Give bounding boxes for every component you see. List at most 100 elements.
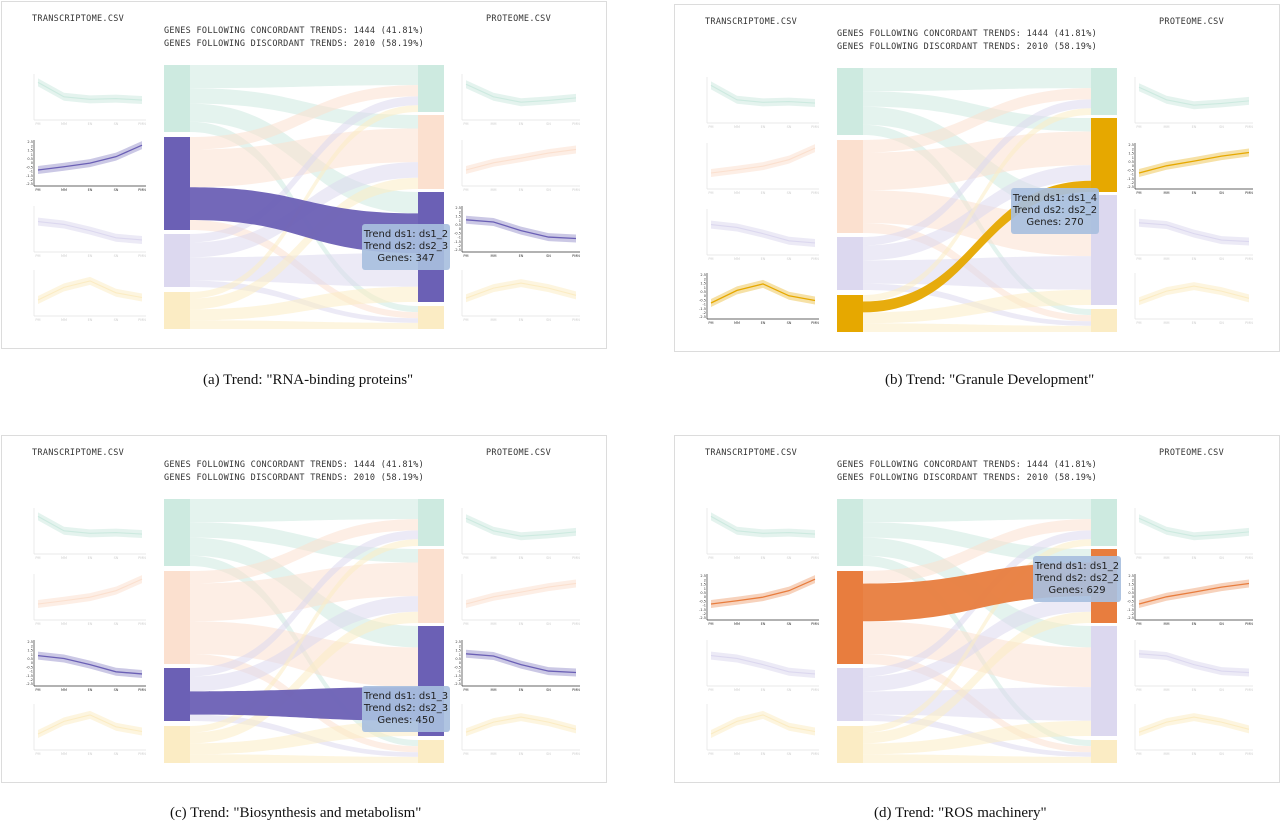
- x-tick-label: PM: [1136, 752, 1141, 756]
- x-tick-label: SN: [1219, 752, 1224, 756]
- sankey-link[interactable]: [863, 190, 1091, 257]
- left-node[interactable]: [164, 668, 190, 721]
- y-tick-label: -1: [30, 170, 34, 174]
- sankey-link[interactable]: [863, 720, 1091, 755]
- sankey-link[interactable]: [863, 289, 1091, 324]
- right-node[interactable]: [418, 306, 444, 329]
- right-node[interactable]: [1091, 68, 1117, 115]
- sankey-link[interactable]: [190, 621, 418, 688]
- sankey-link[interactable]: [190, 128, 418, 188]
- left-node[interactable]: [837, 499, 863, 566]
- y-tick-label: 0.5: [700, 591, 706, 595]
- right-node[interactable]: [1091, 499, 1117, 546]
- right-node[interactable]: [418, 549, 444, 623]
- y-tick-label: 2: [704, 578, 706, 582]
- right-node[interactable]: [1091, 740, 1117, 763]
- x-tick-label: PMN: [1245, 688, 1253, 692]
- y-tick-label: 1: [1132, 156, 1134, 160]
- sankey-link[interactable]: [190, 177, 418, 310]
- highlighted-link[interactable]: [190, 687, 418, 721]
- sankey-link[interactable]: [190, 754, 418, 763]
- sankey-link[interactable]: [863, 256, 1091, 290]
- sankey-link[interactable]: [863, 323, 1091, 332]
- right-node[interactable]: [418, 499, 444, 546]
- y-tick-label: 2.5: [700, 574, 706, 578]
- left-node[interactable]: [837, 571, 863, 664]
- left-node[interactable]: [837, 726, 863, 763]
- sankey-link[interactable]: [863, 539, 1091, 733]
- sankey-link[interactable]: [863, 519, 1091, 584]
- right-node[interactable]: [418, 115, 444, 189]
- left-node[interactable]: [164, 234, 190, 287]
- sankey-link[interactable]: [863, 499, 1091, 523]
- sankey-link[interactable]: [863, 596, 1091, 692]
- sankey-link[interactable]: [190, 596, 418, 692]
- left-node[interactable]: [164, 137, 190, 230]
- sankey-link[interactable]: [190, 720, 418, 755]
- x-tick-label: EN: [88, 622, 93, 626]
- left-node[interactable]: [837, 140, 863, 233]
- sankey-link[interactable]: [190, 562, 418, 622]
- highlighted-link[interactable]: [863, 180, 1091, 313]
- sankey-link[interactable]: [863, 687, 1091, 721]
- sankey-link[interactable]: [863, 611, 1091, 744]
- x-tick-label: PM: [708, 752, 713, 756]
- sankey-link[interactable]: [190, 85, 418, 150]
- tooltip-line: Trend ds1: ds1_2: [363, 229, 448, 240]
- sankey-link[interactable]: [863, 88, 1091, 153]
- sankey-link[interactable]: [190, 539, 418, 733]
- y-tick-label: 1.5: [1128, 583, 1134, 587]
- left-node[interactable]: [164, 292, 190, 329]
- highlighted-link[interactable]: [190, 187, 418, 254]
- left-node[interactable]: [837, 295, 863, 332]
- sankey-link[interactable]: [190, 65, 418, 89]
- left-node[interactable]: [837, 68, 863, 135]
- right-trend-chart: PM MM EN SN PMN: [461, 704, 580, 756]
- right-node[interactable]: [1091, 309, 1117, 332]
- trend-line: [465, 653, 577, 674]
- right-node[interactable]: [418, 65, 444, 112]
- right-trend-chart: 2.521.510.50-0.5-1-1.5-2-2.5PM MM EN SN PMN: [1127, 574, 1253, 626]
- x-tick-label: PMN: [572, 122, 580, 126]
- left-node[interactable]: [837, 237, 863, 290]
- sankey-link[interactable]: [863, 754, 1091, 763]
- tooltip-box: [1033, 556, 1121, 602]
- left-node[interactable]: [164, 571, 190, 664]
- x-tick-label: SN: [787, 321, 792, 325]
- sankey-link[interactable]: [190, 499, 418, 523]
- trend-band: [1139, 218, 1249, 246]
- x-tick-label: SN: [114, 188, 119, 192]
- sankey-link[interactable]: [863, 621, 1091, 688]
- left-node[interactable]: [164, 65, 190, 132]
- sankey-link[interactable]: [190, 519, 418, 584]
- sankey-link[interactable]: [863, 131, 1091, 191]
- sankey-link[interactable]: [863, 99, 1091, 246]
- sankey-link[interactable]: [190, 320, 418, 329]
- y-tick-label: 0: [1132, 595, 1134, 599]
- x-tick-label: PMN: [572, 556, 580, 560]
- right-node[interactable]: [1091, 626, 1117, 736]
- right-node[interactable]: [418, 740, 444, 763]
- y-tick-label: -2: [458, 678, 462, 682]
- concordant-summary: GENES FOLLOWING CONCORDANT TRENDS: 1444 …: [837, 29, 1097, 39]
- y-tick-label: 2.5: [27, 140, 33, 144]
- sankey-link[interactable]: [190, 611, 418, 744]
- sankey-link[interactable]: [190, 96, 418, 243]
- y-tick-label: 1.5: [455, 215, 461, 219]
- right-node[interactable]: [1091, 118, 1117, 192]
- y-tick-label: 0.5: [700, 290, 706, 294]
- right-trend-chart: PM MM EN SN PMN: [1134, 273, 1253, 325]
- sankey-link[interactable]: [863, 108, 1091, 302]
- left-node[interactable]: [837, 668, 863, 721]
- sankey-link[interactable]: [190, 286, 418, 321]
- y-tick-label: -2: [458, 244, 462, 248]
- x-tick-label: MM: [1163, 752, 1169, 756]
- x-tick-label: SN: [546, 622, 551, 626]
- sankey-link[interactable]: [863, 68, 1091, 92]
- x-tick-label: EN: [88, 254, 93, 258]
- sankey-link[interactable]: [190, 530, 418, 677]
- left-node[interactable]: [164, 499, 190, 566]
- x-tick-label: MM: [1163, 125, 1169, 129]
- x-tick-label: MM: [1163, 257, 1169, 261]
- left-node[interactable]: [164, 726, 190, 763]
